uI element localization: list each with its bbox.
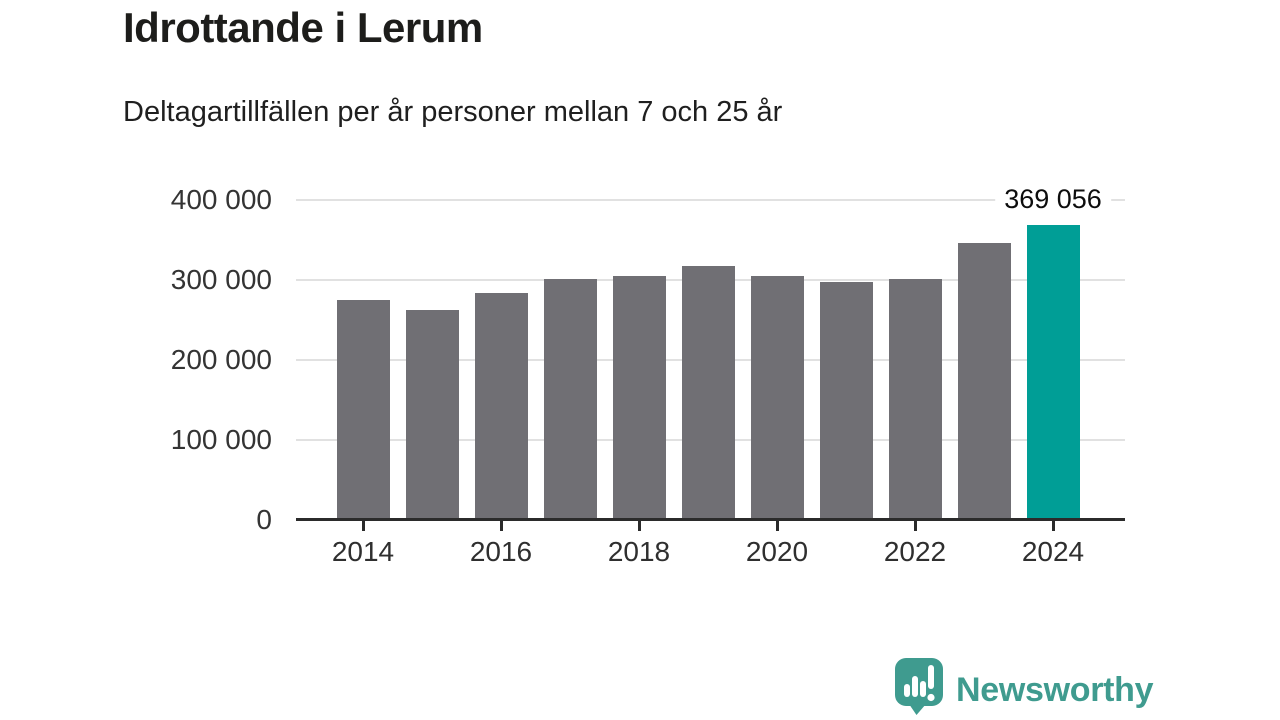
bar-2018 [612, 276, 666, 520]
bar-2022 [888, 279, 942, 520]
gridline-400000 [296, 199, 1125, 201]
x-axis-label: 2018 [607, 536, 671, 567]
x-axis-label: 2016 [469, 536, 533, 567]
bar-2016 [474, 292, 528, 520]
x-axis-label: 2024 [1021, 536, 1085, 567]
bar-2023 [957, 243, 1011, 520]
bar-2014 [336, 300, 390, 520]
x-tick-2022 [913, 521, 917, 531]
page-title: Idrottande i Lerum [123, 4, 483, 51]
x-tick-2020 [775, 521, 779, 531]
y-axis-label: 200 000 [170, 344, 272, 375]
bar-2017 [543, 279, 597, 520]
bar-2024 [1026, 224, 1080, 520]
x-axis-label: 2022 [883, 536, 947, 567]
bar-2020 [750, 276, 804, 520]
page-subtitle: Deltagartillfällen per år personer mella… [123, 96, 783, 128]
x-axis-label: 2014 [331, 536, 395, 567]
y-axis-label: 300 000 [170, 264, 272, 295]
x-axis-line [296, 518, 1125, 521]
x-tick-2018 [637, 521, 641, 531]
newsworthy-wordmark: Newsworthy [956, 670, 1154, 709]
y-axis-label: 0 [256, 504, 272, 535]
newsworthy-logo-icon [895, 658, 943, 720]
bar-2021 [819, 282, 873, 520]
y-axis-label: 100 000 [170, 424, 272, 455]
plot-area: 369 056 0 100 000 200 000 300 000 400 000 201… [171, 183, 1125, 567]
bar-value-label: 369 056 [995, 183, 1111, 215]
newsworthy-logo: Newsworthy [895, 658, 1154, 720]
x-tick-2024 [1051, 521, 1055, 531]
bar-2019 [681, 266, 735, 520]
x-tick-2016 [499, 521, 503, 531]
y-axis-label: 400 000 [170, 184, 272, 215]
x-axis-label: 2020 [745, 536, 809, 567]
x-tick-2014 [361, 521, 365, 531]
bar-2015 [405, 310, 459, 520]
